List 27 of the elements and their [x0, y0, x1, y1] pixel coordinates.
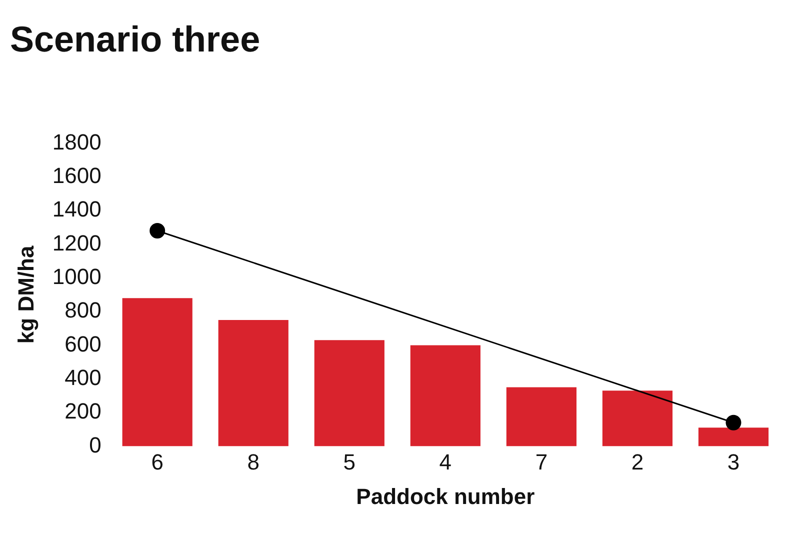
bar: [218, 320, 288, 446]
y-tick-label: 600: [64, 331, 102, 356]
y-tick-label: 1800: [52, 129, 102, 154]
bar: [698, 428, 769, 446]
y-axis-title: kg DM/ha: [13, 245, 38, 344]
y-tick-label: 400: [64, 364, 102, 390]
bar: [410, 345, 480, 446]
x-tick-label: 4: [439, 449, 452, 474]
x-tick-label: 8: [247, 449, 260, 474]
y-tick-label: 800: [64, 298, 102, 323]
bar: [506, 387, 576, 446]
y-tick-label: 0: [89, 432, 102, 458]
x-tick-label: 7: [535, 449, 548, 474]
x-tick-label: 3: [727, 449, 740, 474]
y-tick-label: 1000: [52, 264, 102, 289]
x-axis-title: Paddock number: [356, 484, 536, 509]
bar: [122, 298, 192, 446]
y-tick-label: 1600: [52, 162, 102, 188]
y-tick-label: 200: [64, 398, 102, 424]
bar: [602, 390, 673, 446]
x-tick-label: 5: [343, 449, 356, 474]
x-tick-label: 2: [631, 449, 644, 474]
y-tick-label: 1400: [52, 196, 102, 222]
chart-title: Scenario three: [10, 18, 260, 60]
bar: [314, 340, 384, 446]
y-tick-label: 1200: [52, 230, 102, 256]
x-tick-label: 6: [151, 449, 164, 474]
